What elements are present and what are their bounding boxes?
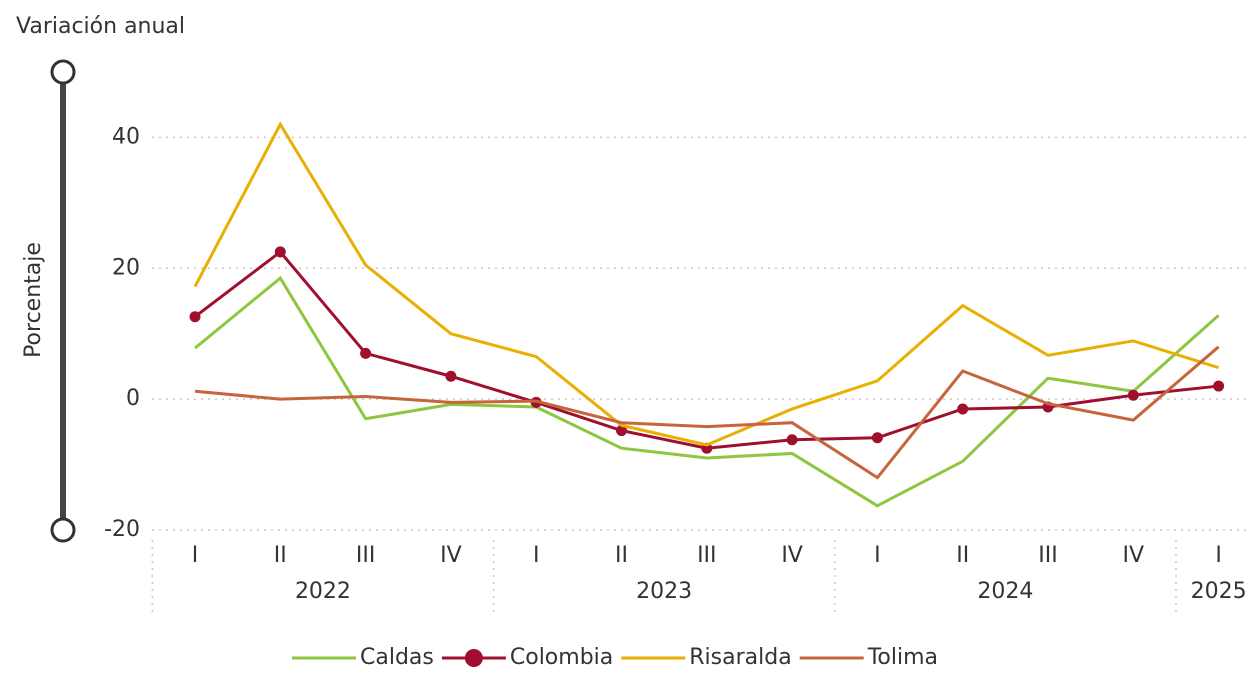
y-tick-label: -20: [104, 517, 140, 542]
y-axis-label: Porcentaje: [21, 242, 46, 358]
y-tick-label: 20: [112, 255, 140, 280]
point: [274, 246, 286, 258]
x-group-label: 2022: [295, 579, 351, 604]
x-tick-label: III: [356, 543, 375, 568]
x-tick-label: IV: [781, 543, 803, 568]
x-tick-label: I: [192, 543, 199, 568]
series-line: [193, 121, 1220, 447]
point: [189, 311, 201, 323]
x-tick-label: II: [274, 543, 287, 568]
x-tick-label: I: [874, 543, 881, 568]
point: [871, 432, 883, 444]
point: [445, 370, 457, 382]
series-line: [194, 249, 1219, 450]
x-group-label: 2023: [636, 579, 692, 604]
x-tick-label: II: [956, 543, 969, 568]
point: [957, 403, 969, 415]
point: [1127, 389, 1139, 401]
point: [1213, 380, 1225, 392]
point: [360, 347, 372, 359]
series-line: [194, 345, 1220, 480]
x-tick-label: I: [1215, 543, 1222, 568]
series-line: [194, 275, 1220, 508]
x-tick-label: III: [1038, 543, 1057, 568]
x-tick-label: III: [697, 543, 716, 568]
legend-label: Tolima: [867, 645, 938, 670]
x-tick-label: I: [533, 543, 540, 568]
y-tick-label: 0: [126, 386, 140, 411]
y-axis-title: Variación anual: [16, 14, 185, 39]
x-tick-label: IV: [1123, 543, 1145, 568]
y-slider-handle: [50, 517, 76, 543]
legend-label: Risaralda: [689, 645, 791, 670]
point: [786, 434, 798, 446]
x-tick-label: IV: [440, 543, 462, 568]
legend-marker: [464, 649, 483, 667]
x-group-label: 2024: [977, 579, 1033, 604]
x-tick-label: II: [615, 543, 628, 568]
y-slider-handle: [50, 59, 76, 85]
legend-label: Colombia: [510, 645, 613, 670]
x-group-label: 2025: [1191, 579, 1247, 604]
point: [616, 425, 627, 437]
y-tick-label: 40: [112, 124, 140, 149]
legend-label: Caldas: [360, 645, 434, 670]
